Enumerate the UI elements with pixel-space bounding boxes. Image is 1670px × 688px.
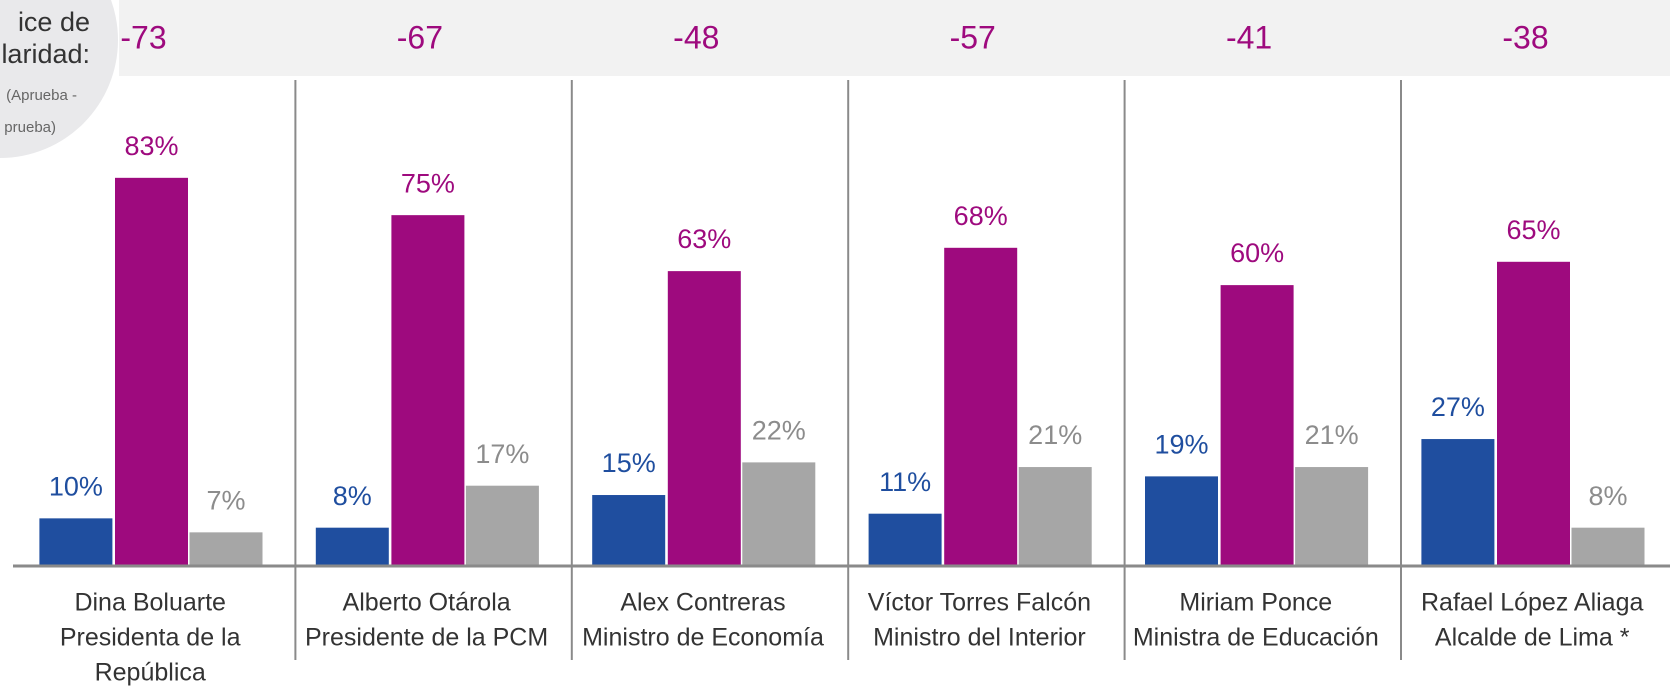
category-label: Ministro de Economía [582, 624, 824, 652]
value-label: 17% [475, 439, 529, 469]
index-value: -73 [120, 19, 166, 55]
index-title: laridad: [1, 39, 90, 69]
index-badge [0, 0, 118, 158]
value-label: 8% [333, 481, 372, 511]
bar [944, 247, 1018, 565]
category-label: Miriam Ponce [1179, 589, 1332, 617]
bar [115, 177, 188, 565]
category-label: Presidente de la PCM [305, 624, 548, 652]
bar [1145, 476, 1218, 565]
index-value: -67 [397, 19, 443, 55]
index-title: ice de [18, 7, 90, 37]
bar [315, 527, 389, 565]
bar [742, 462, 816, 565]
category-label: Alberto Otárola [343, 589, 511, 617]
category-label: Víctor Torres Falcón [868, 589, 1091, 617]
value-label: 22% [752, 416, 806, 446]
value-label: 7% [206, 485, 245, 515]
bar [1571, 527, 1645, 565]
bar [391, 215, 465, 565]
index-value: -38 [1502, 19, 1548, 55]
index-value: -41 [1226, 19, 1272, 55]
value-label: 19% [1154, 429, 1208, 459]
value-label: 60% [1230, 238, 1284, 268]
category-label: Dina Boluarte [74, 589, 225, 617]
value-label: 27% [1431, 392, 1485, 422]
value-label: 10% [49, 471, 103, 501]
bar [39, 518, 113, 565]
bar [592, 495, 666, 565]
bar [1497, 261, 1570, 565]
bar [1295, 467, 1369, 565]
value-label: 65% [1506, 215, 1560, 245]
bar [1421, 439, 1495, 565]
value-label: 63% [677, 224, 731, 254]
bar [667, 271, 741, 565]
bar [868, 513, 942, 565]
index-subtitle: (Aprueba - [6, 87, 77, 104]
value-label: 11% [879, 467, 931, 497]
bar [1018, 467, 1092, 565]
value-label: 8% [1588, 481, 1627, 511]
index-subtitle: prueba) [4, 119, 56, 136]
index-band [119, 0, 1670, 76]
category-label: Ministra de Educación [1133, 624, 1379, 652]
value-label: 15% [602, 448, 656, 478]
bar [189, 532, 263, 565]
category-label: Alcalde de Lima * [1435, 624, 1630, 652]
value-label: 75% [401, 168, 455, 198]
value-label: 83% [124, 131, 178, 161]
index-value: -48 [673, 19, 719, 55]
category-label: República [95, 659, 206, 687]
value-label: 21% [1028, 420, 1082, 450]
category-label: Ministro del Interior [873, 624, 1086, 652]
index-value: -57 [950, 19, 996, 55]
category-label: Alex Contreras [620, 589, 785, 617]
category-label: Presidenta de la [60, 624, 241, 652]
value-label: 68% [954, 201, 1008, 231]
value-label: 21% [1305, 420, 1359, 450]
bar [465, 485, 539, 565]
bar [1220, 285, 1294, 565]
category-label: Rafael López Aliaga [1421, 589, 1643, 617]
